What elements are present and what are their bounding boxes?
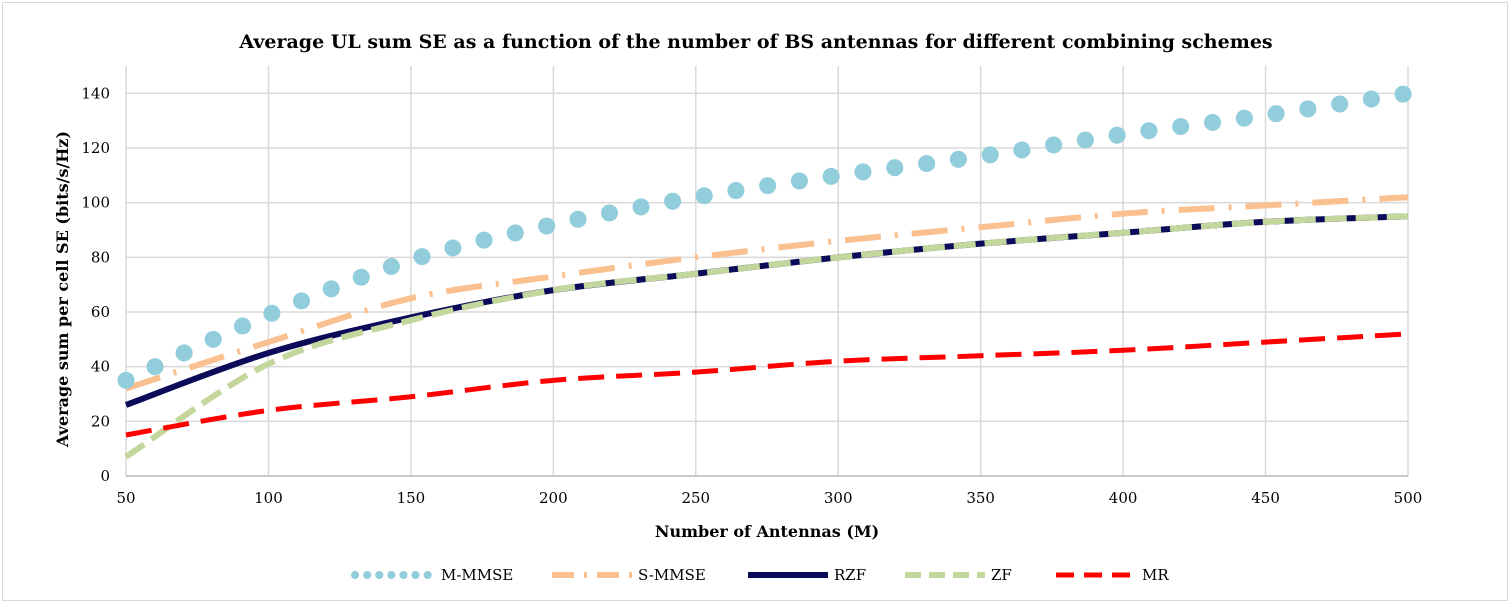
legend: M-MMSE S-MMSE RZF ZF MR bbox=[351, 566, 1169, 584]
x-tick-label: 50 bbox=[116, 489, 135, 507]
y-tick-label: 100 bbox=[81, 194, 110, 212]
chart-title: Average UL sum SE as a function of the n… bbox=[238, 31, 1272, 53]
series-line-m-mmse bbox=[117, 84, 1417, 389]
y-tick-label: 120 bbox=[81, 139, 110, 157]
x-tick-label: 200 bbox=[539, 489, 568, 507]
y-tick-label: 20 bbox=[91, 412, 110, 430]
legend-label-m-mmse: M-MMSE bbox=[441, 566, 513, 584]
x-axis-title: Number of Antennas (M) bbox=[655, 522, 879, 541]
series-line-zf bbox=[124, 213, 1409, 460]
y-tick-label: 60 bbox=[91, 303, 110, 321]
y-tick-label: 0 bbox=[100, 467, 110, 485]
legend-label-mr: MR bbox=[1142, 566, 1169, 584]
x-tick-label: 150 bbox=[397, 489, 426, 507]
series-line-s-mmse bbox=[125, 194, 1409, 392]
x-tick-label: 500 bbox=[1394, 489, 1423, 507]
y-tick-label: 80 bbox=[91, 248, 110, 266]
y-tick-labels: 0 20 40 60 80 100 120 140 bbox=[81, 84, 110, 485]
legend-label-s-mmse: S-MMSE bbox=[638, 566, 706, 584]
x-tick-label: 250 bbox=[681, 489, 710, 507]
x-tick-labels: 50 100 150 200 250 300 350 400 450 500 bbox=[116, 489, 1422, 507]
y-tick-label: 40 bbox=[91, 358, 110, 376]
series-line-rzf bbox=[124, 213, 1409, 408]
legend-label-zf: ZF bbox=[991, 566, 1012, 584]
y-axis-title: Average sum per cell SE (bits/s/Hz) bbox=[53, 131, 72, 448]
series-line-mr bbox=[125, 331, 1409, 438]
x-tick-label: 300 bbox=[824, 489, 853, 507]
y-tick-label: 140 bbox=[81, 84, 110, 102]
x-tick-label: 350 bbox=[966, 489, 995, 507]
series-group bbox=[117, 84, 1417, 460]
x-tick-label: 450 bbox=[1251, 489, 1280, 507]
grid bbox=[125, 66, 1409, 477]
x-tick-label: 400 bbox=[1109, 489, 1138, 507]
legend-label-rzf: RZF bbox=[834, 566, 866, 584]
x-tick-label: 100 bbox=[254, 489, 283, 507]
